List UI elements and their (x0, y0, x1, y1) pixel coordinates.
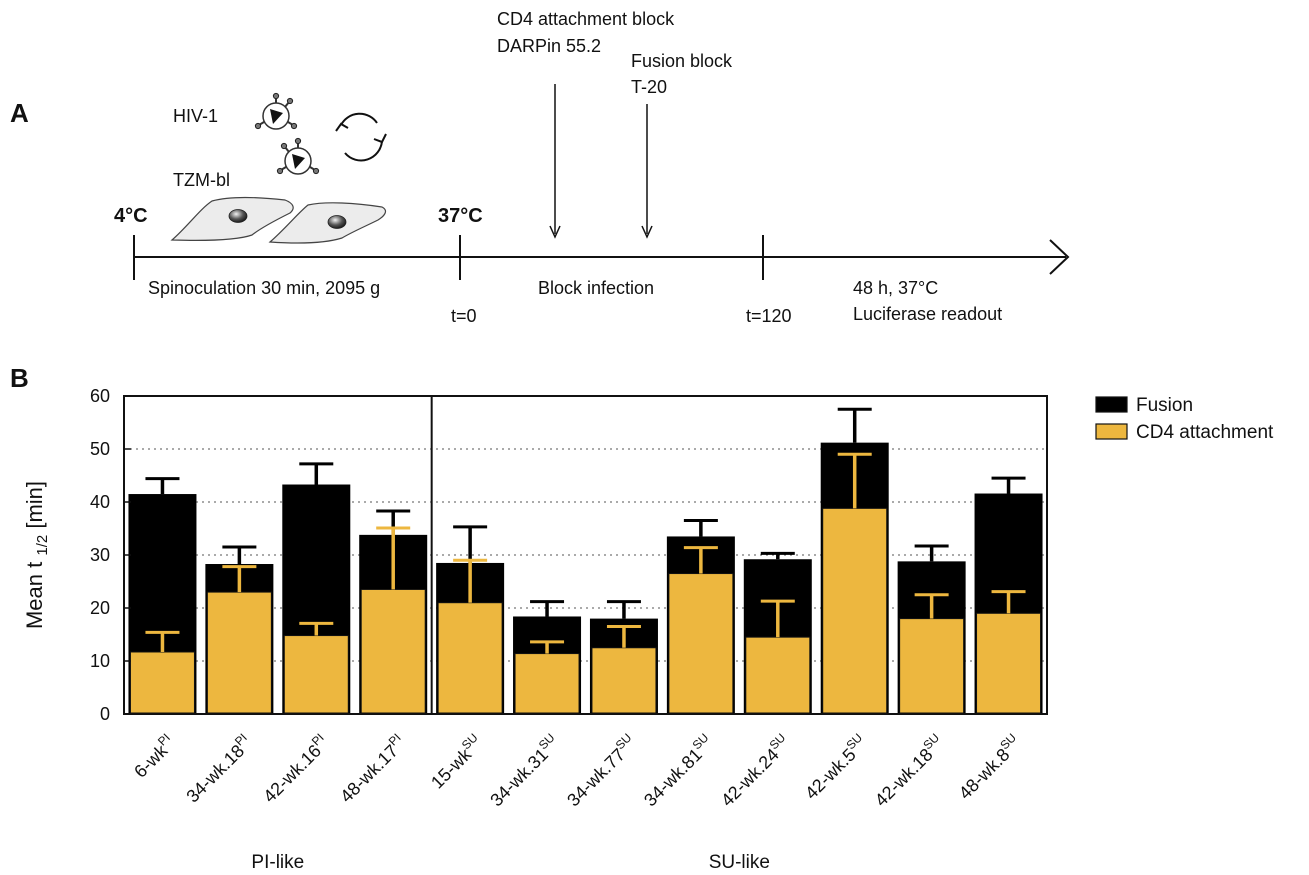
y-axis-label: Mean t 1/2 [min] (22, 481, 51, 629)
y-tick-label: 40 (90, 492, 110, 512)
hiv-label: HIV-1 (173, 106, 218, 126)
virion-icon (254, 92, 298, 130)
cell-icon (268, 202, 387, 244)
panel-b-letter: B (10, 363, 29, 393)
x-category-label: 42-wk.5SU (799, 731, 872, 804)
y-tick-label: 30 (90, 545, 110, 565)
y-axis-label-subscript: 1/2 (34, 535, 51, 556)
t120-label: t=120 (746, 306, 792, 326)
group-label: SU-like (709, 852, 770, 873)
y-tick-label: 50 (90, 439, 110, 459)
x-category-label: 48-wk.8SU (953, 731, 1026, 804)
cd4-block-arrowhead (549, 225, 561, 239)
fusion-block-line2: T-20 (631, 77, 667, 97)
fusion-block-arrowhead (641, 225, 653, 239)
group-label: PI-like (251, 852, 304, 873)
y-tick-label: 20 (90, 598, 110, 618)
y-tick-label: 60 (90, 386, 110, 406)
fusion-block-line1: Fusion block (631, 51, 733, 71)
cell-icon (170, 196, 294, 241)
t0-label: t=0 (451, 306, 477, 326)
block-infection-label: Block infection (538, 278, 654, 298)
x-category-label: 42-wk.16PI (257, 731, 333, 807)
x-category-label: 15-wkSU (425, 731, 487, 793)
x-category-label: 48-wk.17PI (334, 731, 410, 807)
x-category-base: 34-wk.18 (182, 741, 248, 807)
x-category-label: 34-wk.81SU (638, 731, 718, 811)
bar-cd4-attachment (745, 636, 811, 714)
bar-cd4-attachment (822, 507, 888, 714)
bar-cd4-attachment (976, 612, 1042, 714)
x-category-label: 42-wk.18SU (869, 731, 949, 811)
x-category-label: 34-wk.31SU (484, 731, 564, 811)
y-tick-label: 0 (100, 704, 110, 724)
cd4-block-line2: DARPin 55.2 (497, 36, 601, 56)
x-category-base: 48-wk.17 (336, 741, 402, 807)
legend-label: CD4 attachment (1136, 422, 1274, 443)
x-category-base: 42-wk.24 (717, 744, 783, 810)
x-category-base: 42-wk.5 (801, 744, 860, 803)
cd4-block-line1: CD4 attachment block (497, 9, 675, 29)
rotation-icon (335, 112, 387, 162)
x-category-base: 34-wk.77 (563, 744, 629, 810)
x-category-label: 42-wk.24SU (715, 731, 795, 811)
virion-icon (276, 137, 320, 175)
x-category-label: 34-wk.77SU (561, 731, 641, 811)
bar-cd4-attachment (283, 635, 349, 714)
bar-cd4-attachment (668, 573, 734, 714)
bar-cd4-attachment (437, 602, 503, 714)
x-category-base: 42-wk.18 (871, 744, 937, 810)
readout-line2: Luciferase readout (853, 304, 1002, 324)
x-category-base: 42-wk.16 (259, 741, 325, 807)
y-tick-label: 10 (90, 651, 110, 671)
bar-cd4-attachment (514, 653, 580, 714)
bar-cd4-attachment (591, 647, 657, 714)
bar-cd4-attachment (360, 588, 426, 714)
x-category-base: 48-wk.8 (955, 744, 1014, 803)
temp-37: 37°C (438, 205, 483, 227)
x-category-label: 6-wkPI (128, 731, 179, 782)
legend-swatch (1095, 423, 1128, 440)
x-category-base: 34-wk.81 (640, 744, 706, 810)
legend-swatch (1095, 396, 1128, 413)
x-category-base: 34-wk.31 (486, 744, 552, 810)
readout-line1: 48 h, 37°C (853, 278, 938, 298)
temp-start: 4°C (114, 205, 148, 227)
cell-label: TZM-bl (173, 170, 230, 190)
y-axis-label-unit: [min] (22, 481, 47, 535)
legend-label: Fusion (1136, 395, 1193, 416)
bar-cd4-attachment (129, 651, 195, 714)
panel-a-letter: A (10, 98, 29, 128)
bar-cd4-attachment (899, 618, 965, 714)
y-axis-label-main: Mean t (22, 556, 47, 629)
spinoculation-label: Spinoculation 30 min, 2095 g (148, 278, 380, 298)
timeline-arrowhead (1049, 239, 1070, 275)
panel-a: A (10, 9, 1070, 326)
x-category-label: 34-wk.18PI (180, 731, 256, 807)
bar-cd4-attachment (206, 591, 272, 714)
